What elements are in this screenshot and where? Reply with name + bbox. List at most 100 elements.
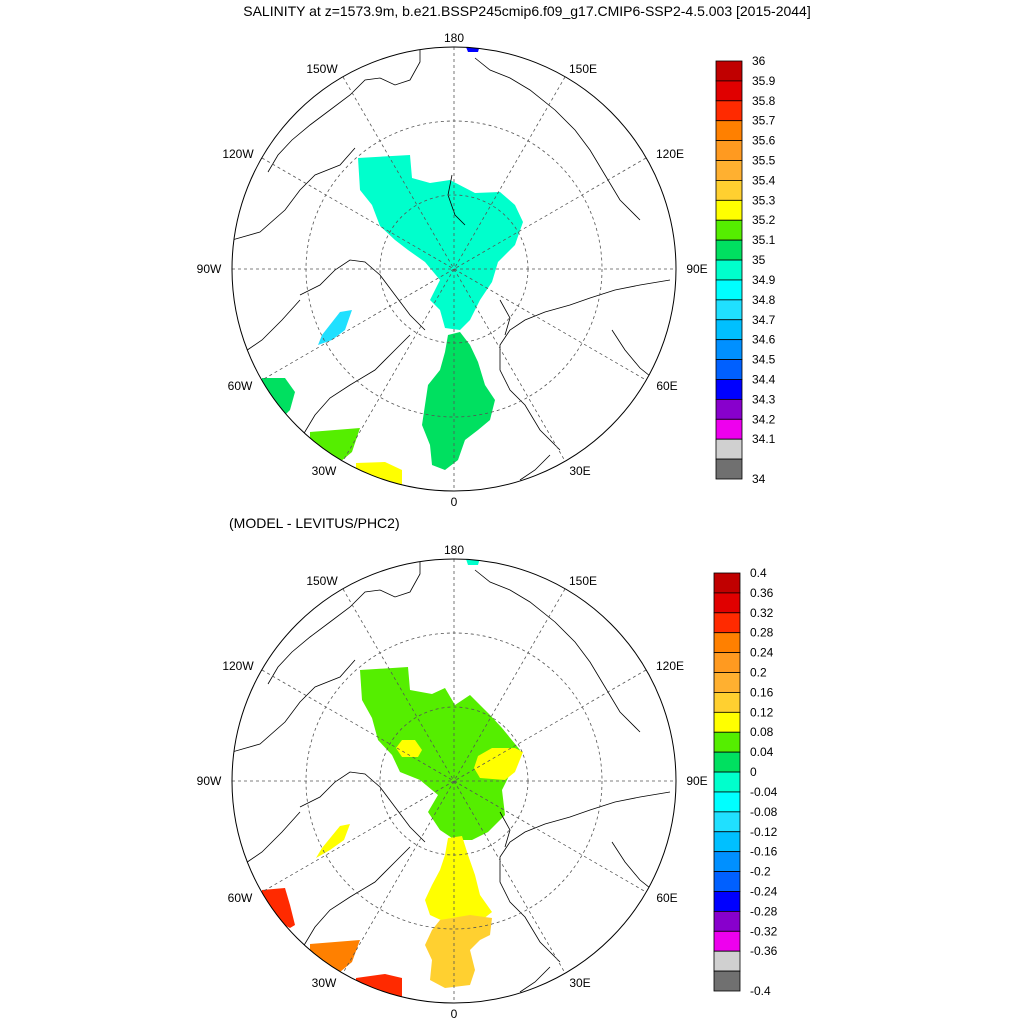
region-nordic-seas [425, 915, 492, 988]
colorbar-tick-label: -0.16 [750, 845, 778, 859]
colorbar-swatch [715, 418, 743, 440]
lon-label: 150E [569, 62, 597, 76]
lon-label: 30E [569, 976, 590, 990]
colorbar-tick-label: -0.4 [750, 984, 771, 998]
lon-label: 60E [656, 379, 677, 393]
colorbar-swatch [713, 692, 741, 713]
graticule-bottom [232, 559, 676, 1003]
colorbar-tick-label: 34 [752, 472, 766, 486]
colorbar-swatch [713, 632, 741, 654]
colorbar-swatch [713, 791, 741, 813]
lon-label: 150E [569, 574, 597, 588]
colorbar-swatch [715, 458, 743, 480]
colorbar-tick-label: 35.5 [752, 154, 776, 168]
colorbar-swatch [713, 612, 741, 634]
colorbar-tick-label: 0.16 [750, 685, 774, 699]
colorbar-swatch [713, 751, 741, 773]
colorbar-swatch [713, 771, 741, 793]
region-north-atlantic-south [356, 462, 402, 491]
colorbar-swatch [715, 319, 743, 341]
colorbar-tick-label: -0.28 [750, 904, 778, 918]
colorbar-swatch [715, 219, 743, 241]
lon-label: 30W [312, 464, 337, 478]
colorbar-tick-label: 35.6 [752, 134, 776, 148]
region-labrador-sea [262, 888, 295, 928]
colorbar-swatch [713, 970, 741, 992]
colorbar-tick-label: 34.2 [752, 412, 776, 426]
region-central-arctic-basin [358, 155, 523, 330]
colorbar-swatch [715, 239, 743, 261]
colorbar-tick-label: 34.8 [752, 293, 776, 307]
coastline-bottom [232, 560, 671, 993]
colorbar-tick-label: 36 [752, 54, 766, 68]
colorbar-tick-label: -0.36 [750, 944, 778, 958]
coastline-top [232, 48, 671, 481]
map-boundary-bottom [231, 558, 677, 1004]
salinity-polar-map: 180 150E 120E 90E 60E 30E 0 30W 60W 90W … [197, 31, 708, 509]
colorbar-swatch [715, 60, 743, 82]
colorbar-tick-label: 0 [750, 765, 757, 779]
colorbar-swatch [715, 120, 743, 142]
colorbar-tick-label: 34.6 [752, 333, 776, 347]
colorbar-swatch [713, 910, 741, 932]
longitude-labels-top: 180 150E 120E 90E 60E 30E 0 30W 60W 90W … [197, 31, 708, 509]
graticule-top [232, 47, 676, 491]
longitude-labels-bottom: 180 150E 120E 90E 60E 30E 0 30W 60W 90W … [197, 543, 708, 1021]
colorbar-tick-label: -0.24 [750, 884, 778, 898]
colorbar-swatch [715, 379, 743, 400]
map-boundary-top [231, 46, 677, 492]
colorbar-tick-label: 34.1 [752, 432, 776, 446]
colorbar-swatch [713, 652, 741, 673]
colorbar-tick-label: 34.9 [752, 273, 776, 287]
colorbar-swatch [713, 811, 741, 833]
lon-label: 120W [222, 147, 254, 161]
lon-label: 0 [451, 1007, 458, 1021]
lon-label: 60E [656, 891, 677, 905]
colorbar-swatch [715, 398, 743, 420]
chart-title: SALINITY at z=1573.9m, b.e21.BSSP245cmip… [243, 3, 811, 19]
colorbar-tick-label: 34.5 [752, 353, 776, 367]
colorbar-tick-label: 0.32 [750, 606, 774, 620]
colorbar-tick-label: -0.08 [750, 805, 778, 819]
colorbar-tick-label: 35.3 [752, 193, 776, 207]
lon-label: 120E [656, 147, 684, 161]
colorbar-tick-label: 34.4 [752, 372, 776, 386]
colorbar-swatch [713, 672, 741, 693]
lon-label: 0 [451, 495, 458, 509]
colorbar-tick-label: -0.32 [750, 924, 778, 938]
colorbar-tick-label: 35.4 [752, 173, 776, 187]
lon-label: 30W [312, 976, 337, 990]
colorbar-swatch [715, 299, 743, 321]
region-north-atlantic-south [356, 974, 402, 1000]
colorbar-swatch [713, 930, 741, 952]
colorbar-swatch [715, 100, 743, 122]
lon-label: 150W [306, 574, 338, 588]
colorbar-tick-label: 35.1 [752, 233, 776, 247]
colorbar-tick-label: 0.28 [750, 626, 774, 640]
lon-label: 60W [228, 379, 253, 393]
region-bering-strait [466, 47, 480, 52]
colorbar-swatch [713, 891, 741, 912]
lon-label: 90E [686, 774, 707, 788]
region-baffin-bay [316, 824, 350, 858]
colorbar-swatch [715, 140, 743, 161]
lon-label: 180 [444, 543, 464, 557]
colorbar-swatch [715, 359, 743, 380]
region-canada-basin-patch [396, 740, 422, 757]
colorbar-tick-label: 0.24 [750, 646, 774, 660]
colorbar-swatch [713, 950, 741, 972]
lon-label: 90W [197, 262, 222, 276]
colorbar-tick-label: 0.04 [750, 745, 774, 759]
colorbar-tick-label: 0.08 [750, 725, 774, 739]
colorbar-tick-label: 0.4 [750, 566, 767, 580]
colorbar-tick-label: 35.9 [752, 74, 776, 88]
colorbar-tick-label: 0.36 [750, 586, 774, 600]
region-central-arctic-basin [360, 667, 520, 840]
colorbar-tick-label: 35.2 [752, 213, 776, 227]
lon-label: 120E [656, 659, 684, 673]
colorbar-swatch [713, 831, 741, 853]
colorbar-swatch [715, 199, 743, 221]
region-labrador-sea [262, 378, 295, 418]
lon-label: 180 [444, 31, 464, 45]
